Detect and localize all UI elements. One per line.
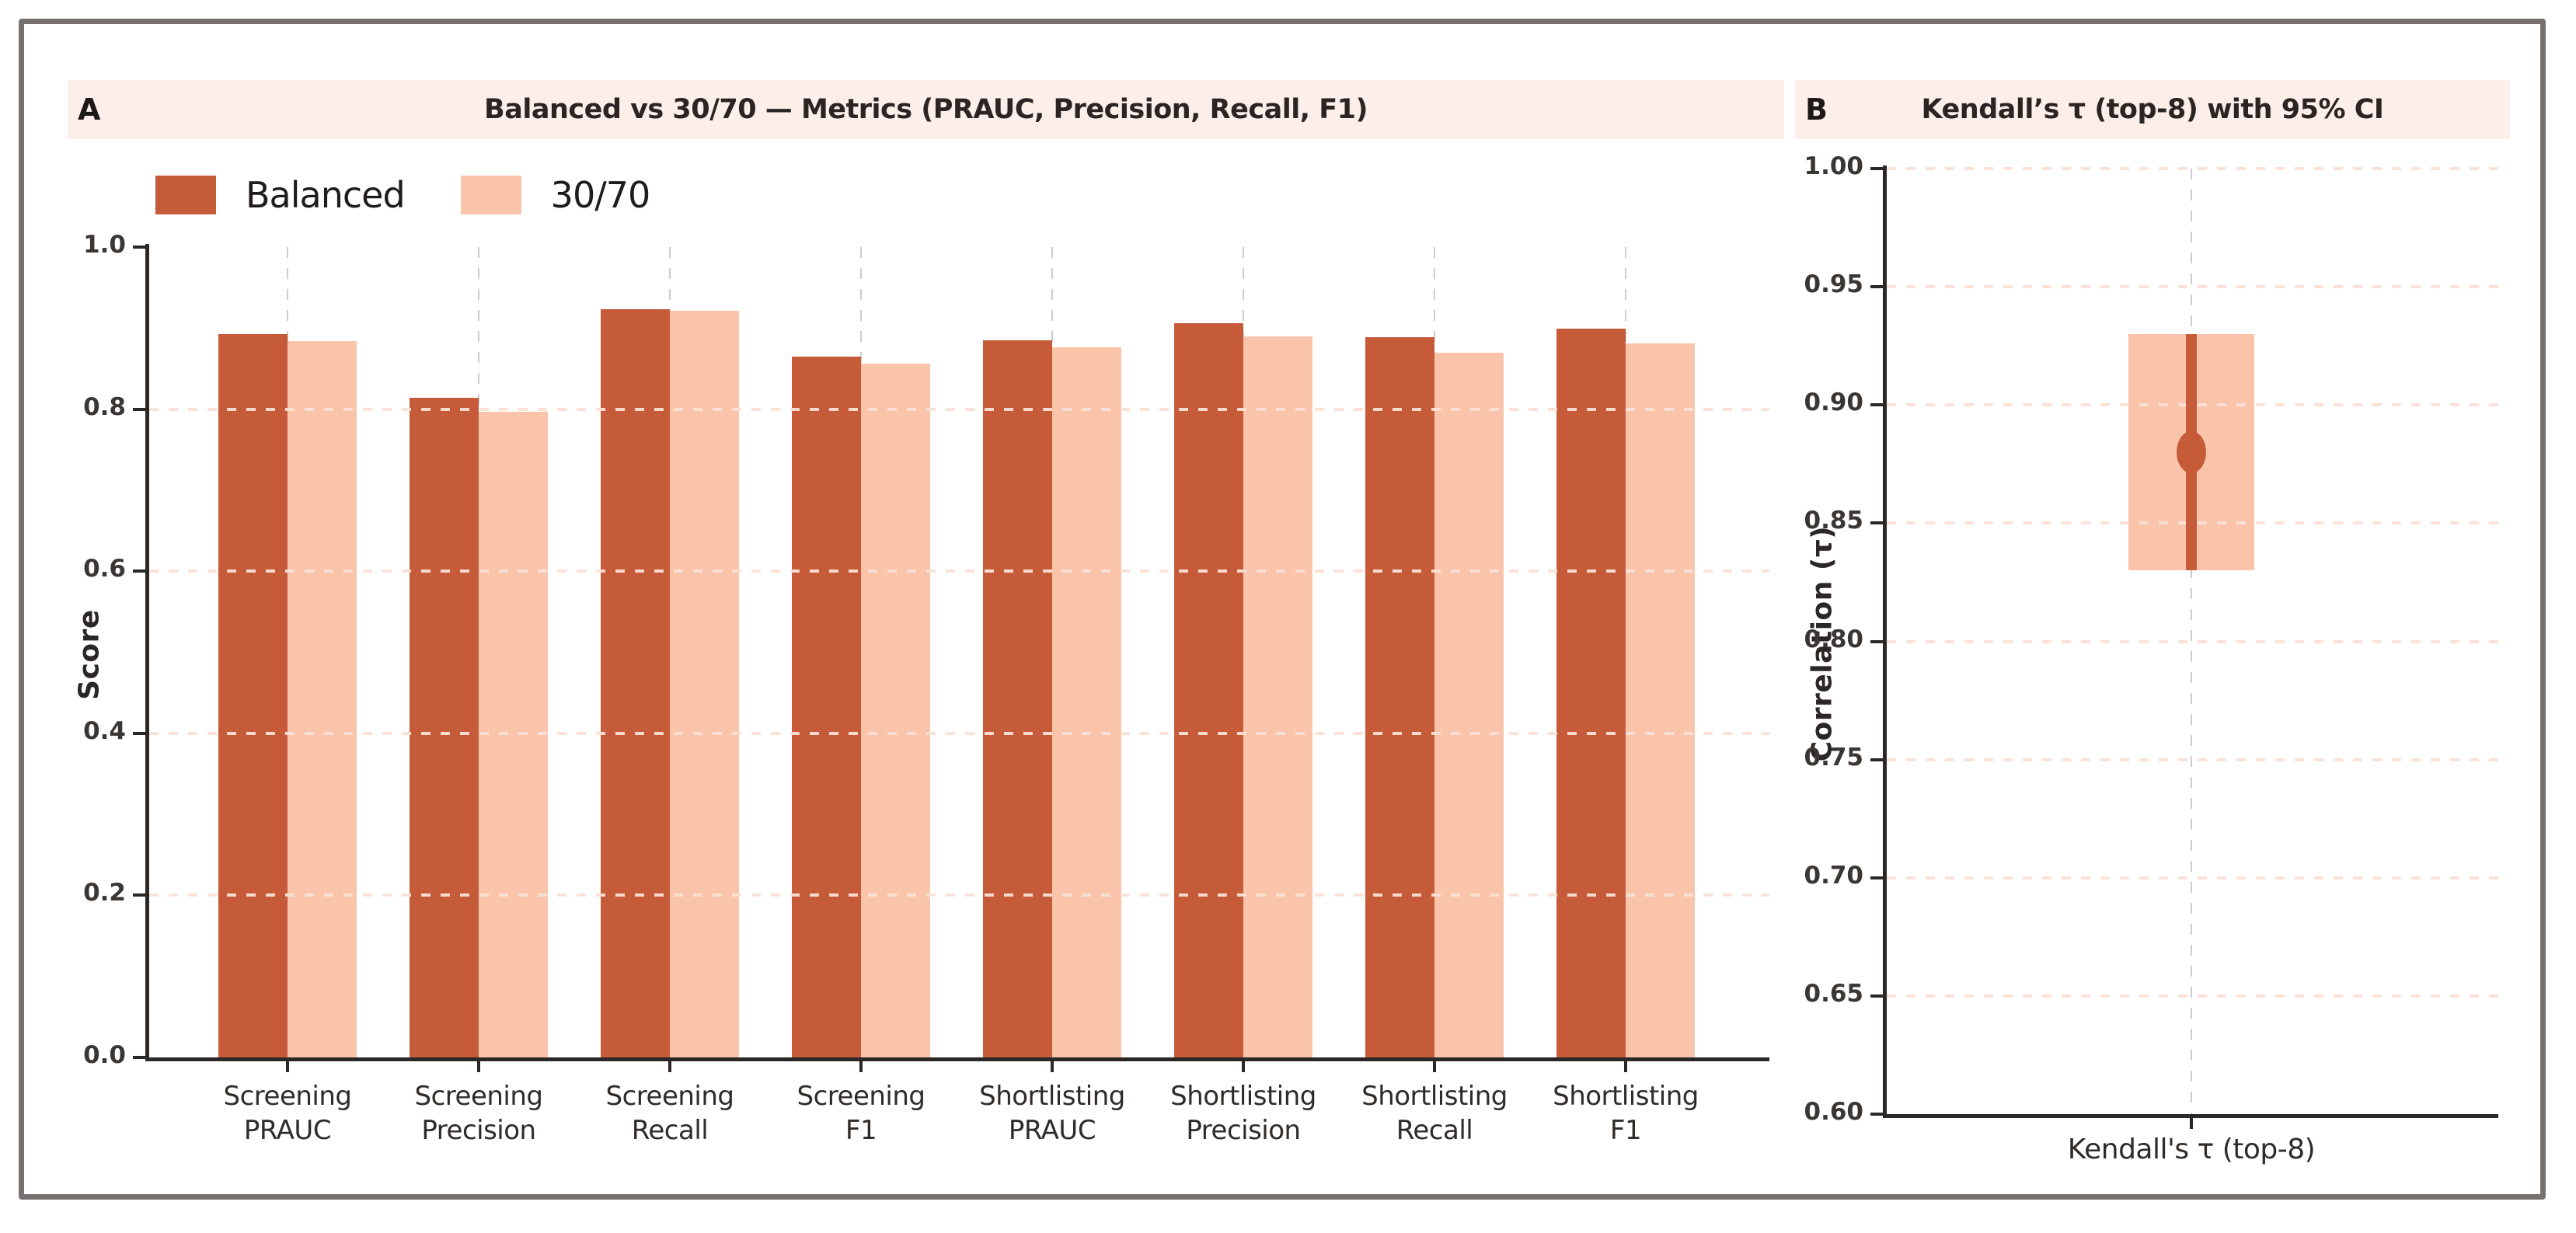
bar-balanced [983, 340, 1052, 1057]
panel-a-horizontal-gridline [149, 569, 1769, 573]
panel-b-y-tickmark [1870, 167, 1883, 170]
panel-a-x-tick-label: Shortlisting F1 [1553, 1081, 1699, 1146]
panel-a-x-tickmark [1624, 1061, 1627, 1072]
panel-a-left-spine [145, 244, 149, 1061]
panel-a-label: A [78, 92, 101, 127]
bar-30-70 [1434, 352, 1504, 1057]
panel-a-x-tick-label: Shortlisting Recall [1361, 1081, 1508, 1146]
panel-a-x-tick-label: Shortlisting Precision [1170, 1081, 1316, 1146]
panel-a-x-tick-label: Screening Precision [414, 1081, 543, 1146]
legend-item-3070: 30/70 [460, 174, 651, 216]
panel-a-bottom-spine [145, 1057, 1769, 1061]
bar-balanced [792, 356, 861, 1057]
legend: Balanced 30/70 [155, 174, 650, 216]
panel-b-horizontal-gridline [1887, 285, 2498, 289]
panel-a-horizontal-gridline [149, 407, 1769, 411]
panel-b-y-tick-label: 0.75 [1804, 743, 1864, 771]
panel-a-horizontal-gridline [149, 893, 1769, 897]
panel-a-x-tickmark [286, 1061, 289, 1072]
panel-a-y-tick-label: 0.0 [83, 1041, 126, 1069]
legend-swatch-balanced [155, 176, 216, 214]
panel-a-x-tick-label: Screening PRAUC [223, 1081, 352, 1146]
panel-b-y-tick-label: 0.60 [1804, 1098, 1864, 1126]
panel-b-horizontal-gridline [1887, 876, 2498, 879]
panel-a-x-tickmark [859, 1061, 863, 1072]
panel-b-y-tickmark [1870, 285, 1883, 289]
panel-b-title: Kendall’s τ (top-8) with 95% CI [1921, 94, 2384, 125]
panel-b-y-tick-label: 0.65 [1804, 979, 1864, 1008]
panel-b-left-spine [1883, 165, 1887, 1118]
panel-b-x-tickmark [2190, 1118, 2193, 1129]
panel-a-y-tick-label: 0.4 [83, 716, 126, 745]
legend-swatch-3070 [460, 176, 521, 214]
panel-b-label: B [1805, 92, 1828, 127]
panel-b-y-tickmark [1870, 639, 1883, 643]
panel-a-x-tickmark [477, 1061, 480, 1072]
ci-point-estimate [2177, 431, 2206, 474]
panel-b-y-tickmark [1870, 521, 1883, 525]
panel-a-y-tickmark [133, 1056, 145, 1059]
panel-a-title-banner: A Balanced vs 30/70 — Metrics (PRAUC, Pr… [68, 80, 1784, 139]
panel-b-horizontal-gridline [1887, 167, 2498, 170]
bar-30-70 [1052, 347, 1121, 1057]
panel-b-x-tick-label: Kendall's τ (top-8) [2067, 1134, 2316, 1165]
panel-a-y-tickmark [133, 893, 145, 897]
legend-item-balanced: Balanced [155, 174, 406, 216]
panel-b-bottom-spine [1883, 1114, 2498, 1118]
bar-30-70 [1243, 336, 1312, 1057]
legend-label-balanced: Balanced [246, 174, 406, 216]
panel-b-y-tickmark [1870, 403, 1883, 407]
bar-30-70 [1626, 343, 1695, 1057]
panel-a-y-tickmark [133, 246, 145, 249]
bar-balanced [218, 333, 288, 1057]
panel-a-y-tickmark [133, 731, 145, 735]
panel-a-y-tick-label: 0.2 [83, 879, 126, 907]
bar-30-70 [670, 311, 739, 1057]
panel-a-y-tick-label: 0.8 [83, 392, 126, 421]
bar-30-70 [288, 340, 357, 1057]
bar-balanced [1365, 336, 1434, 1057]
panel-b-y-tick-label: 0.85 [1804, 507, 1864, 535]
panel-a-x-tick-label: Shortlisting PRAUC [979, 1081, 1125, 1146]
panel-b-y-tick-label: 0.95 [1804, 270, 1864, 299]
bar-30-70 [861, 364, 930, 1057]
panel-b-y-tick-label: 0.70 [1804, 861, 1864, 890]
panel-b-horizontal-gridline [1887, 994, 2498, 998]
bar-balanced [1556, 329, 1626, 1057]
panel-b-y-tickmark [1870, 876, 1883, 879]
panel-b-y-tick-label: 1.00 [1804, 152, 1864, 180]
panel-a-horizontal-gridline [149, 731, 1769, 735]
panel-b-horizontal-gridline [1887, 758, 2498, 761]
panel-a-y-tick-label: 0.6 [83, 555, 126, 583]
panel-b-y-tickmark [1870, 758, 1883, 761]
panel-b-y-tick-label: 0.80 [1804, 625, 1864, 653]
panel-b-y-tickmark [1870, 994, 1883, 998]
panel-a-y-tickmark [133, 569, 145, 573]
panel-b-y-tickmark [1870, 1113, 1883, 1116]
panel-a-x-tick-label: Screening F1 [797, 1081, 925, 1146]
panel-a-title: Balanced vs 30/70 — Metrics (PRAUC, Prec… [484, 94, 1368, 125]
bar-balanced [1174, 323, 1243, 1057]
panel-a-x-tickmark [1433, 1061, 1436, 1072]
panel-b-horizontal-gridline [1887, 639, 2498, 643]
panel-b-y-tick-label: 0.90 [1804, 388, 1864, 417]
bar-balanced [410, 397, 479, 1057]
panel-a-y-tick-label: 1.0 [83, 231, 126, 259]
panel-b-title-banner: B Kendall’s τ (top-8) with 95% CI [1795, 80, 2510, 139]
panel-a-x-tick-label: Screening Recall [605, 1081, 734, 1146]
panel-a-x-tickmark [1242, 1061, 1245, 1072]
panel-a-x-tickmark [1051, 1061, 1054, 1072]
bar-balanced [601, 309, 670, 1057]
legend-label-3070: 30/70 [550, 174, 651, 216]
panel-a-y-tickmark [133, 407, 145, 411]
panel-a-x-tickmark [668, 1061, 671, 1072]
